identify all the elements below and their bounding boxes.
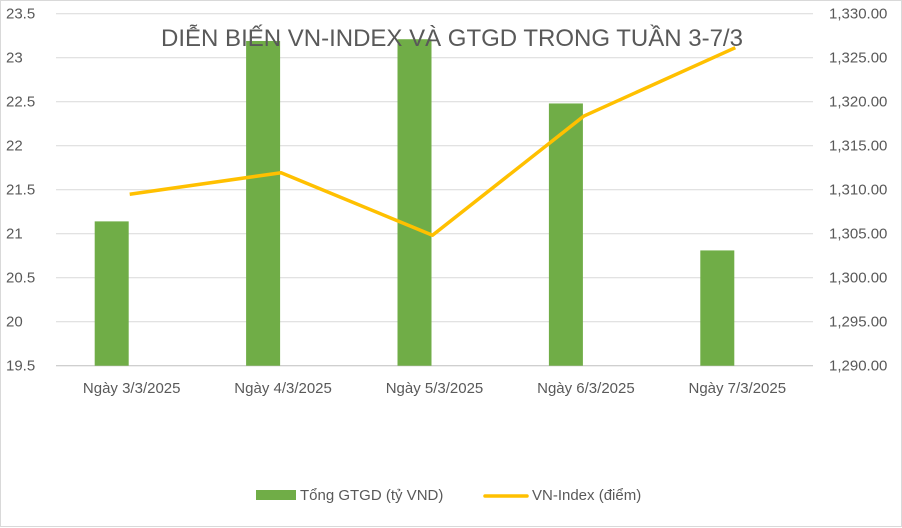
right-axis-tick: 1,310.00 [829,182,887,199]
left-axis-tick: 23.5 [6,6,35,23]
bar [246,41,280,366]
right-axis-tick: 1,315.00 [829,138,887,155]
right-axis-tick: 1,325.00 [829,50,887,67]
left-axis-tick: 20.5 [6,270,35,287]
left-axis-tick: 19.5 [6,358,35,375]
left-axis-tick: 22.5 [6,94,35,111]
right-axis-tick: 1,295.00 [829,314,887,331]
legend-bar-swatch [256,490,296,500]
right-axis-tick: 1,300.00 [829,270,887,287]
bar [549,103,583,365]
x-axis-tick: Ngày 5/3/2025 [386,380,484,397]
right-axis-tick: 1,305.00 [829,226,887,243]
bar [398,39,432,365]
right-axis-tick: 1,320.00 [829,94,887,111]
legend-line-label: VN-Index (điểm) [532,487,641,504]
left-axis-tick: 22 [6,138,23,155]
bar [700,250,734,365]
x-axis-tick: Ngày 4/3/2025 [234,380,332,397]
chart-title: DIỄN BIẾN VN-INDEX VÀ GTGD TRONG TUẦN 3-… [161,23,743,52]
legend-bar-label: Tổng GTGD (tỷ VND) [300,487,443,504]
bar [95,221,129,365]
x-axis-tick: Ngày 3/3/2025 [83,380,181,397]
left-axis-tick: 23 [6,50,23,67]
x-axis-tick: Ngày 7/3/2025 [689,380,787,397]
left-axis-tick: 21.5 [6,182,35,199]
right-axis-tick: 1,330.00 [829,6,887,23]
left-axis-tick: 20 [6,314,23,331]
left-axis-tick: 21 [6,226,23,243]
vn-index-line [130,48,736,236]
right-axis-tick: 1,290.00 [829,358,887,375]
x-axis-tick: Ngày 6/3/2025 [537,380,635,397]
